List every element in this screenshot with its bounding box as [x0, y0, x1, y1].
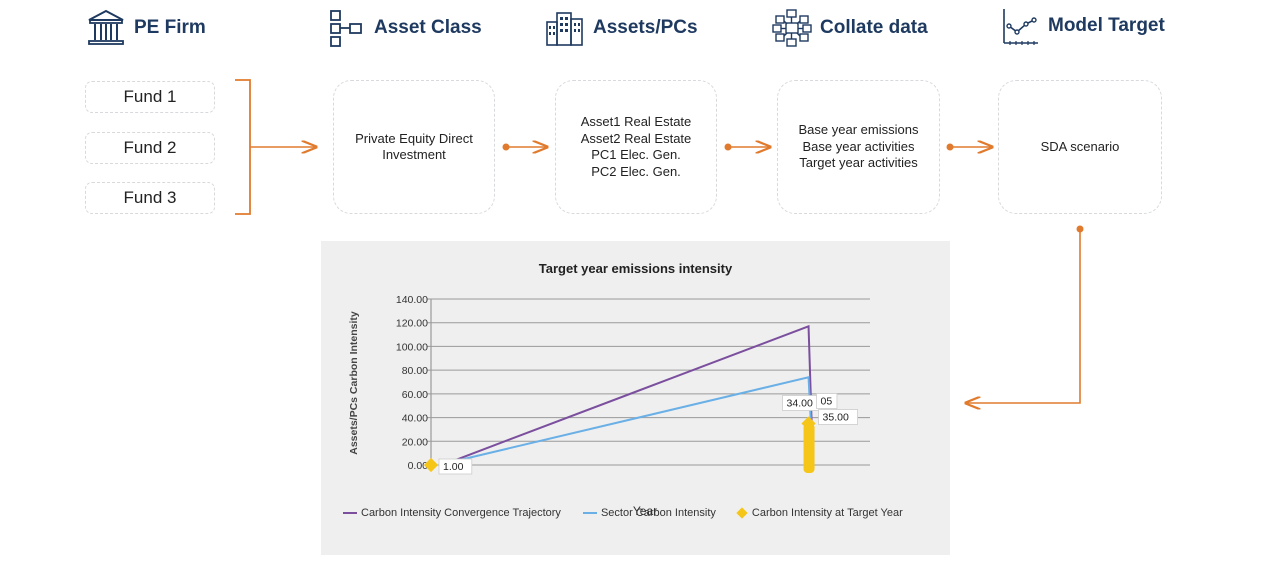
line-chart-icon: [1003, 9, 1038, 45]
fund-bracket: [235, 79, 251, 215]
header-assets: Assets/PCs: [545, 8, 698, 48]
target-marker: [423, 457, 439, 473]
arrow-collate-to-model: [946, 144, 993, 151]
legend-swatch: [582, 512, 597, 514]
collate-line: Target year activities: [799, 155, 918, 171]
y-tick-label: 20.00: [402, 436, 428, 448]
header-model-target: Model Target: [1000, 6, 1165, 46]
header-label: PE Firm: [134, 17, 206, 38]
x-axis-label: Year: [633, 504, 657, 518]
legend-swatch: [343, 512, 357, 514]
header-collate-data: Collate data: [772, 8, 928, 48]
legend-item-sector: Sector Carbon Intensity: [582, 507, 716, 519]
asset-class-line: Investment: [382, 147, 446, 162]
asset-line: Asset1 Real Estate: [580, 114, 692, 129]
data-label: 34.00: [787, 398, 813, 410]
y-axis-label: Assets/PCs Carbon Intensity: [348, 311, 360, 455]
legend-label: Carbon Intensity at Target Year: [751, 507, 903, 519]
arrow-asset-class-to-assets: [502, 144, 548, 151]
y-tick-label: 140.00: [396, 294, 428, 306]
asset-line: PC2 Elec. Gen.: [591, 163, 681, 179]
model-box: SDA scenario: [998, 80, 1162, 214]
y-tick-label: 120.00: [396, 318, 428, 330]
series-line-1: [448, 376, 814, 464]
legend-swatch: [736, 507, 748, 519]
chart-series: 1.00 34.00 35.00 05: [423, 324, 858, 475]
header-label: Model Target: [1048, 15, 1165, 36]
fund-box-1: Fund 1: [85, 81, 215, 113]
chart-title: Target year emissions intensity: [538, 261, 733, 276]
y-tick-label: 100.00: [396, 341, 428, 353]
hierarchy-icon: [330, 10, 362, 47]
header-label: Asset Class: [374, 17, 482, 38]
asset-line: PC1 Elec. Gen.: [591, 147, 681, 162]
city-buildings-icon: [546, 12, 583, 46]
chart-legend: Carbon Intensity Convergence Trajectory …: [343, 507, 925, 519]
chart-gridlines: 0.00 20.00 40.00 60.00 80.00 100.00 120.00 140.…: [396, 294, 870, 472]
legend-label: Sector Carbon Intensity: [600, 507, 716, 519]
y-tick-label: 0.00: [408, 460, 429, 472]
arrow-model-to-chart: [966, 225, 1084, 404]
fund-box-2: Fund 2: [85, 132, 215, 164]
header-label: Collate data: [820, 17, 928, 38]
chart-panel: Target year emissions intensity 0.00 20.0…: [321, 241, 950, 555]
assets-box: Asset1 Real Estate Asset2 Real Estate PC…: [555, 80, 717, 214]
y-tick-label: 80.00: [402, 365, 428, 377]
collate-box: Base year emissions Base year activities…: [777, 80, 940, 214]
collate-line: Base year activities: [802, 138, 915, 154]
header-pe-firm: PE Firm: [86, 8, 206, 48]
header-label: Assets/PCs: [593, 17, 698, 38]
data-label: 35.00: [823, 412, 849, 424]
model-line: SDA scenario: [1040, 138, 1120, 154]
data-label-box: [816, 393, 838, 409]
data-label-box: [438, 458, 473, 475]
asset-line: Asset2 Real Estate: [580, 130, 692, 146]
y-tick-label: 60.00: [402, 389, 428, 401]
legend-item-trajectory: Carbon Intensity Convergence Trajectory: [343, 507, 561, 519]
chart-plot: 0.00 20.00 40.00 60.00 80.00 100.00 120.00 140.…: [348, 294, 870, 518]
data-label-box: [818, 409, 858, 425]
fund-box-3: Fund 3: [85, 182, 215, 214]
collate-line: Base year emissions: [798, 122, 919, 138]
data-label: 05: [821, 396, 833, 408]
asset-class-box: Private Equity Direct Investment: [333, 80, 495, 214]
header-asset-class: Asset Class: [326, 8, 482, 48]
network-grid-icon: [772, 9, 812, 47]
data-label: 1.00: [443, 461, 464, 473]
bank-building-icon: [88, 9, 124, 45]
target-pillar: [803, 423, 815, 473]
arrow-assets-to-collate: [724, 144, 771, 151]
legend-label: Carbon Intensity Convergence Trajectory: [361, 507, 561, 519]
asset-class-line: Private Equity Direct: [355, 130, 473, 146]
legend-item-target: Carbon Intensity at Target Year: [736, 507, 903, 519]
y-tick-label: 40.00: [402, 413, 428, 425]
